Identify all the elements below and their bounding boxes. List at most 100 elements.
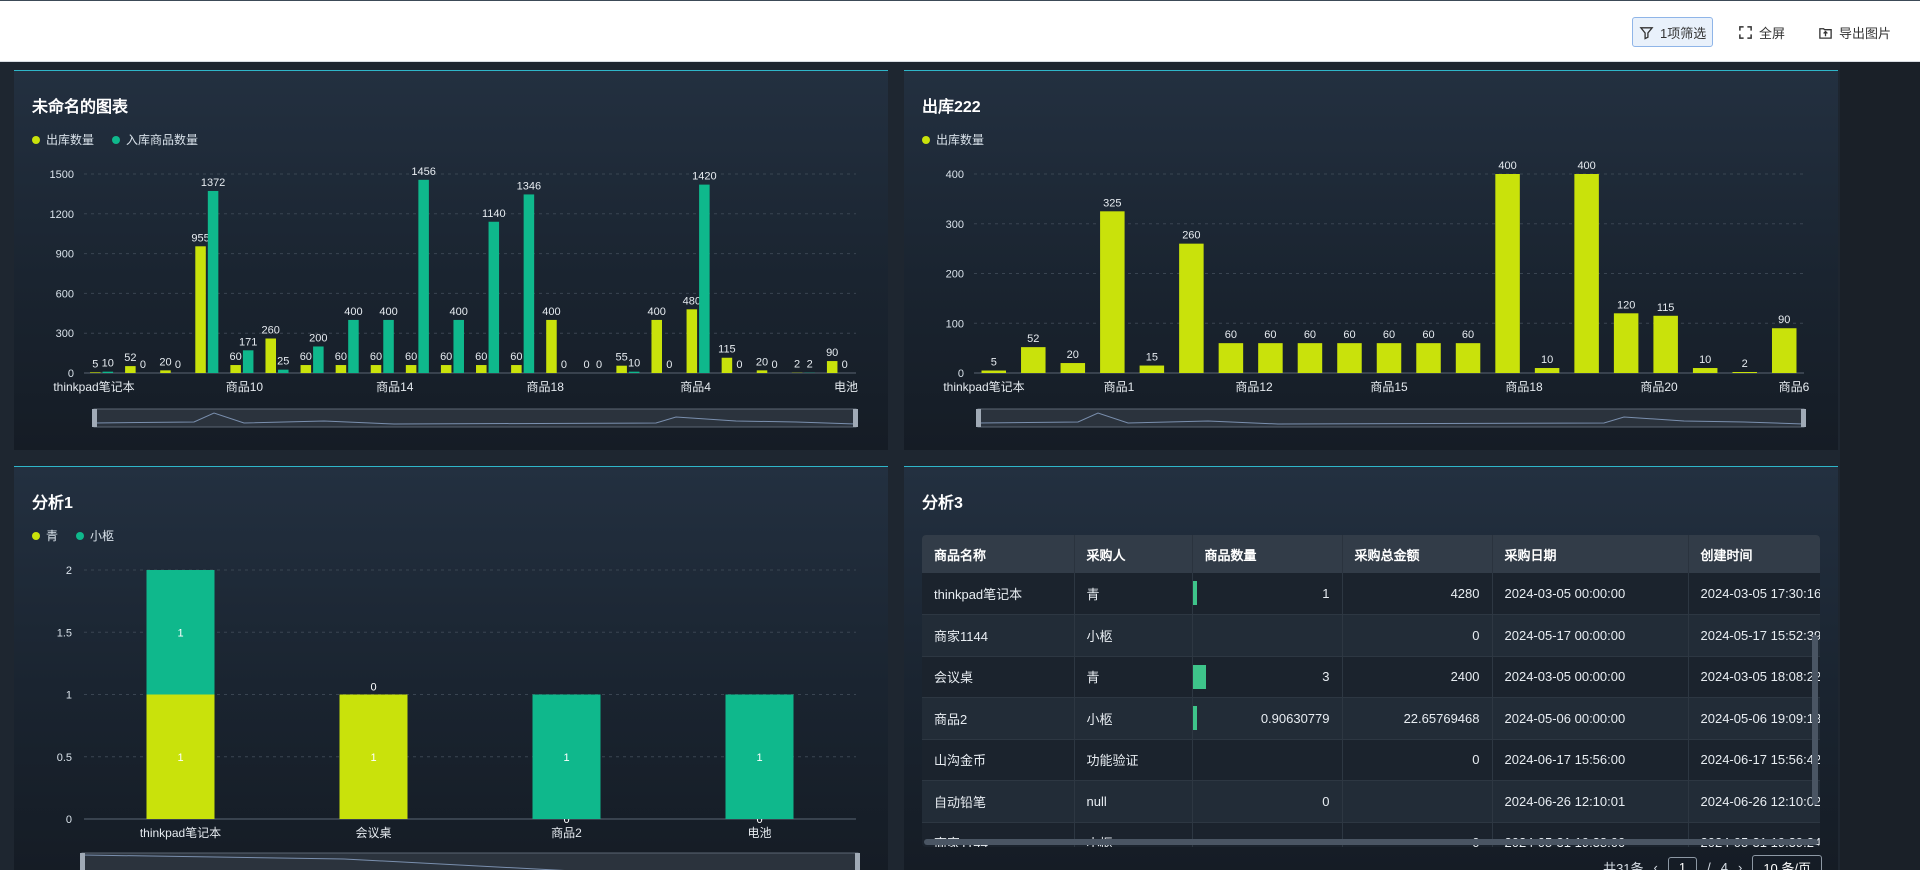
- data-label: 0: [370, 682, 376, 694]
- bar: [1416, 343, 1441, 373]
- stacked-bar: [146, 694, 215, 819]
- bar: [488, 221, 500, 373]
- legend-item-outbound[interactable]: 出库数量: [32, 131, 94, 148]
- data-label: 10: [1699, 354, 1711, 366]
- data-label: 955: [191, 232, 209, 244]
- column-header[interactable]: 创建时间: [1688, 535, 1820, 573]
- panel-title: 出库222: [922, 99, 981, 116]
- page-input[interactable]: 1: [1667, 857, 1698, 870]
- bar: [1139, 365, 1165, 373]
- column-header[interactable]: 商品数量: [1192, 535, 1343, 573]
- bar: [1376, 343, 1402, 373]
- table-row[interactable]: 商家1144 小柩 0 2024-05-17 00:00:00 2024-05-17 1…: [922, 614, 1820, 657]
- stacked-bar: [339, 694, 408, 819]
- data-label: 0: [771, 359, 777, 371]
- data-label: 325: [1103, 197, 1121, 209]
- data-label: 2: [1742, 358, 1748, 370]
- data-label: 60: [1304, 329, 1316, 341]
- table-cell: 自动铅笔: [922, 780, 1075, 823]
- next-page-icon[interactable]: ›: [1737, 860, 1743, 870]
- table-cell: thinkpad笔记本: [922, 573, 1075, 615]
- data-label: 60: [1462, 329, 1474, 341]
- panel-title: 分析3: [922, 495, 963, 512]
- data-label: 1372: [201, 177, 225, 189]
- zoom-handle-right: [853, 409, 858, 427]
- bar: [230, 365, 241, 373]
- data-label: 60: [335, 351, 347, 363]
- filter-button[interactable]: 1项筛选: [1632, 17, 1714, 47]
- table-row[interactable]: 自动铅笔 null 0 2024-06-26 12:10:01 2024-06-26 1…: [922, 780, 1820, 823]
- bar: [278, 369, 289, 373]
- filter-label: 1项筛选: [1660, 25, 1707, 41]
- fullscreen-button[interactable]: 全屏: [1732, 17, 1791, 47]
- column-header[interactable]: 采购日期: [1492, 535, 1689, 573]
- x-tick-label: 商品14: [376, 379, 414, 394]
- data-label: 10: [1541, 354, 1553, 366]
- panel-analysis-1: 分析1 青 小柩 0 0.5 1 1.5 2 1 1 thinkpad笔记本 1 0 会议桌 0 1 商品…: [14, 466, 888, 870]
- total-count: 共31条: [1603, 861, 1644, 870]
- column-header[interactable]: 商品名称: [922, 535, 1075, 573]
- data-label: 60: [230, 351, 242, 363]
- y-tick-label: 300: [56, 328, 74, 340]
- data-label: 0: [596, 359, 602, 371]
- table-row[interactable]: 山沟金币 功能验证 0 2024-06-17 15:56:00 2024-06-17 1…: [922, 739, 1820, 781]
- table-cell: 小柩: [1074, 614, 1193, 657]
- export-icon: [1819, 27, 1832, 39]
- table-cell: [1192, 614, 1343, 657]
- bar: [1692, 368, 1718, 373]
- bar: [1455, 343, 1481, 373]
- data-label: 90: [826, 347, 838, 359]
- bar: [699, 184, 710, 373]
- table-cell: 2400: [1342, 656, 1493, 698]
- horizontal-scrollbar[interactable]: [924, 839, 1818, 845]
- column-header[interactable]: 采购人: [1074, 535, 1193, 573]
- x-tick-label: 会议桌: [355, 826, 391, 840]
- table-row[interactable]: thinkpad笔记本青 1 4280 2024-03-05 00:00:00 2024…: [922, 573, 1820, 615]
- column-header[interactable]: 采购总金额: [1342, 535, 1493, 573]
- bar: [616, 365, 627, 373]
- panel-unnamed-chart: 未命名的图表 出库数量 入库商品数量 0 300 600 900 1200 1500 5 10…: [14, 70, 888, 450]
- bar: [453, 319, 464, 373]
- legend-item-outbound[interactable]: 出库数量: [922, 131, 984, 148]
- table-cell: 2024-05-06 00:00:00: [1492, 697, 1689, 740]
- data-label: 0: [563, 814, 569, 826]
- vertical-scrollbar[interactable]: [1812, 635, 1818, 805]
- data-label: 60: [510, 351, 522, 363]
- bar: [1100, 211, 1125, 373]
- data-label: 1: [177, 627, 183, 639]
- table-cell: 2024-06-26 12:10:01: [1492, 780, 1689, 823]
- quantity-bar: [1192, 706, 1197, 730]
- y-tick-label: 2: [66, 565, 72, 577]
- table-row[interactable]: 会议桌青 3 2400 2024-03-05 00:00:00 2024-03-05 1…: [922, 656, 1820, 698]
- chart-legend: 青 小柩: [32, 527, 114, 544]
- table-row[interactable]: 商品2 小柩 0.90630779 22.65769468 2024-05-06 00:…: [922, 697, 1820, 740]
- prev-page-icon[interactable]: ‹: [1653, 860, 1658, 870]
- bar: [383, 319, 394, 373]
- legend-label: 出库数量: [46, 133, 95, 147]
- data-label: 260: [262, 325, 280, 337]
- zoom-preview-line: [81, 854, 565, 870]
- data-label: 115: [718, 344, 736, 356]
- data-label: 60: [440, 351, 452, 363]
- data-label: 480: [683, 295, 701, 307]
- x-tick-label: 商品15: [1370, 379, 1408, 394]
- bar: [1021, 347, 1046, 373]
- export-image-button[interactable]: 导出图片: [1812, 17, 1897, 47]
- table-cell: 商品2: [922, 697, 1075, 740]
- data-label: 52: [1027, 333, 1039, 345]
- right-gutter: [1840, 62, 1920, 870]
- y-tick-label: 0: [66, 814, 72, 826]
- y-tick-label: 200: [946, 269, 964, 281]
- bar: [546, 319, 557, 373]
- legend-item-xiaojiu[interactable]: 小柩: [76, 527, 114, 544]
- y-tick-label: 1500: [50, 169, 74, 181]
- bar: [523, 194, 535, 373]
- data-label: 52: [124, 352, 136, 364]
- x-tick-label: thinkpad笔记本: [140, 825, 221, 840]
- legend-item-inbound[interactable]: 入库商品数量: [112, 131, 198, 148]
- bar: [1060, 363, 1086, 373]
- legend-item-qing[interactable]: 青: [32, 527, 58, 544]
- panel-outbound-222: 出库222 出库数量 0 100 200 300 400 5 52 20 325 15 260 60 6…: [904, 70, 1838, 450]
- page-size-select[interactable]: 10 条/页: [1752, 855, 1822, 870]
- data-label: 60: [1225, 329, 1237, 341]
